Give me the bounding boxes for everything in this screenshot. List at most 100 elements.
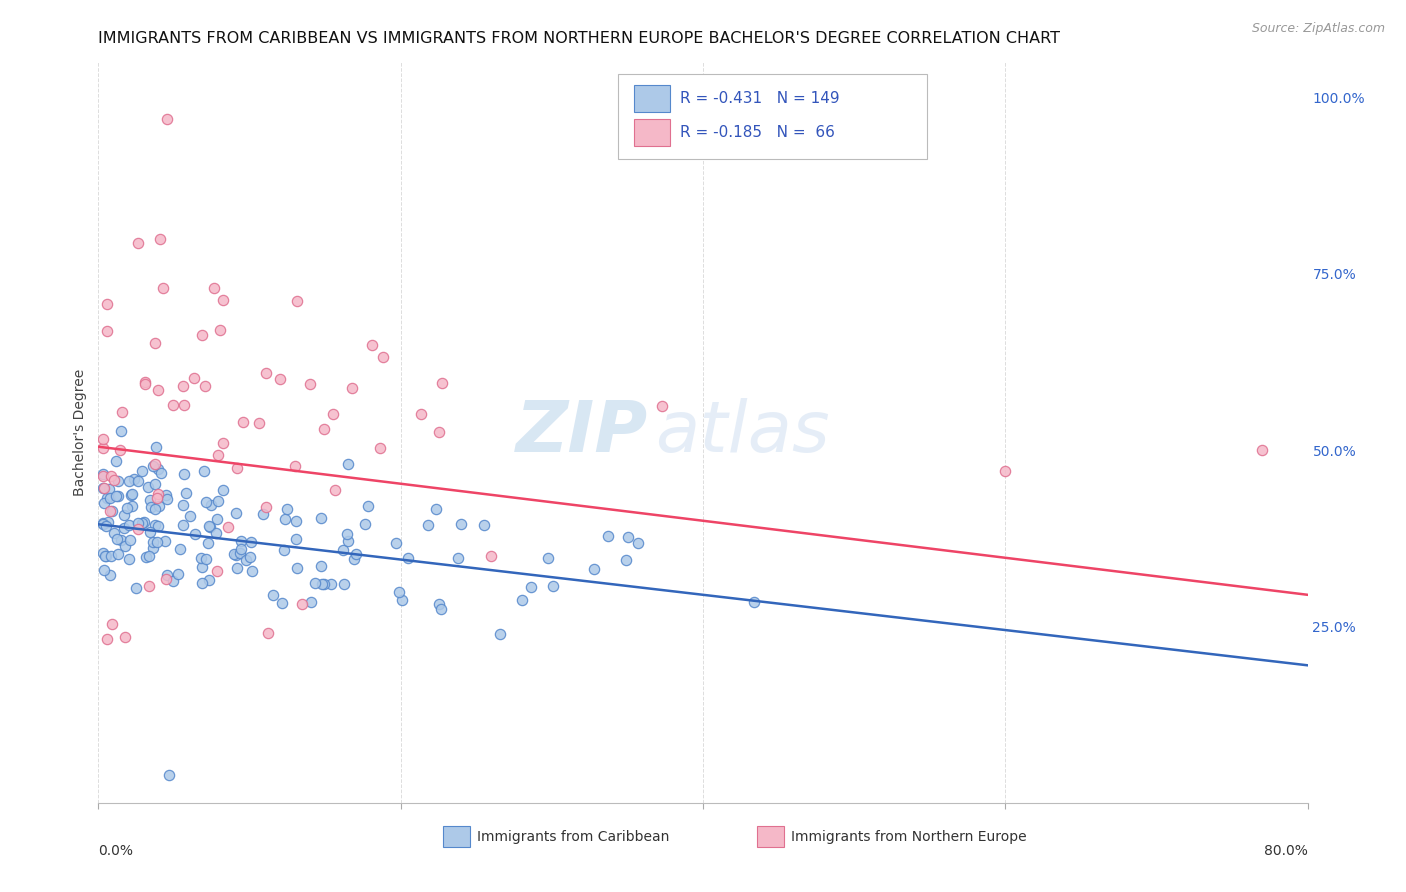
Point bbox=[269, 372, 291, 386]
Point bbox=[145, 440, 167, 454]
Point bbox=[617, 530, 640, 544]
Point bbox=[143, 457, 166, 471]
Point bbox=[398, 550, 420, 565]
Point bbox=[197, 535, 219, 549]
Point bbox=[229, 546, 252, 560]
Point bbox=[194, 495, 217, 509]
Point bbox=[120, 488, 142, 502]
Point bbox=[98, 491, 121, 506]
Point bbox=[96, 491, 118, 506]
Point bbox=[418, 518, 440, 533]
Point bbox=[131, 516, 153, 530]
Point bbox=[167, 567, 190, 582]
Point bbox=[155, 488, 177, 502]
Point bbox=[373, 350, 395, 364]
Point bbox=[231, 533, 253, 548]
Point bbox=[1251, 443, 1274, 458]
Point bbox=[207, 564, 229, 578]
Point bbox=[127, 522, 149, 536]
Point bbox=[146, 383, 169, 397]
Point bbox=[240, 564, 263, 578]
Point bbox=[543, 579, 565, 593]
Point bbox=[425, 501, 447, 516]
Point bbox=[142, 541, 165, 555]
Point bbox=[100, 469, 122, 483]
Point bbox=[287, 560, 309, 574]
Point bbox=[91, 467, 114, 482]
Point bbox=[173, 398, 195, 412]
Point bbox=[222, 547, 245, 561]
Point bbox=[190, 560, 212, 574]
Point bbox=[337, 457, 360, 471]
Point bbox=[143, 501, 166, 516]
Point bbox=[100, 549, 122, 563]
Point bbox=[742, 595, 765, 609]
Point bbox=[273, 512, 295, 526]
Point bbox=[162, 398, 184, 412]
Point bbox=[319, 576, 342, 591]
Point bbox=[124, 472, 146, 486]
Point bbox=[271, 595, 294, 609]
Point bbox=[94, 549, 117, 564]
Point bbox=[114, 630, 136, 644]
Point bbox=[212, 483, 235, 497]
Point bbox=[142, 535, 165, 549]
Point bbox=[173, 467, 195, 481]
Point bbox=[91, 516, 114, 531]
Point bbox=[91, 481, 114, 495]
Point bbox=[311, 559, 333, 574]
Point bbox=[132, 515, 155, 529]
Point bbox=[284, 458, 307, 473]
Text: Immigrants from Caribbean: Immigrants from Caribbean bbox=[477, 830, 669, 844]
Point bbox=[105, 454, 128, 468]
Point bbox=[96, 297, 118, 311]
Point bbox=[111, 405, 134, 419]
Point bbox=[336, 527, 359, 541]
Point bbox=[191, 576, 214, 591]
Point bbox=[450, 516, 472, 531]
Point bbox=[172, 379, 194, 393]
Point bbox=[118, 552, 141, 566]
Point bbox=[127, 516, 149, 530]
Point bbox=[472, 517, 495, 532]
Point bbox=[583, 562, 606, 576]
Point bbox=[360, 338, 382, 352]
Point bbox=[110, 533, 132, 547]
Point bbox=[108, 443, 131, 458]
Point bbox=[312, 422, 335, 436]
Point bbox=[342, 381, 364, 395]
Point bbox=[651, 399, 673, 413]
Point bbox=[627, 535, 650, 549]
Text: 0.0%: 0.0% bbox=[98, 844, 134, 857]
Point bbox=[146, 535, 169, 549]
Point bbox=[131, 464, 153, 478]
Point bbox=[93, 481, 115, 495]
Point bbox=[200, 519, 222, 533]
Text: IMMIGRANTS FROM CARIBBEAN VS IMMIGRANTS FROM NORTHERN EUROPE BACHELOR'S DEGREE C: IMMIGRANTS FROM CARIBBEAN VS IMMIGRANTS … bbox=[98, 31, 1060, 46]
Point bbox=[385, 536, 408, 550]
Point bbox=[127, 235, 149, 250]
Point bbox=[148, 500, 170, 514]
Point bbox=[284, 514, 307, 528]
Point bbox=[93, 496, 115, 510]
Text: Source: ZipAtlas.com: Source: ZipAtlas.com bbox=[1251, 22, 1385, 36]
Point bbox=[285, 532, 308, 546]
Point bbox=[101, 504, 124, 518]
Point bbox=[226, 561, 249, 575]
Point bbox=[217, 519, 239, 533]
Point bbox=[145, 477, 167, 491]
Point bbox=[430, 376, 453, 390]
Text: R = -0.431   N = 149: R = -0.431 N = 149 bbox=[681, 91, 839, 106]
Point bbox=[98, 568, 121, 582]
Point bbox=[97, 482, 120, 496]
Point bbox=[104, 489, 127, 503]
FancyBboxPatch shape bbox=[634, 86, 671, 112]
Point bbox=[153, 533, 176, 548]
Point bbox=[273, 543, 295, 558]
Point bbox=[134, 375, 156, 389]
Point bbox=[156, 491, 179, 506]
Point bbox=[411, 408, 433, 422]
Text: 80.0%: 80.0% bbox=[1264, 844, 1308, 857]
Text: R = -0.185   N =  66: R = -0.185 N = 66 bbox=[681, 125, 835, 140]
Point bbox=[97, 515, 120, 529]
